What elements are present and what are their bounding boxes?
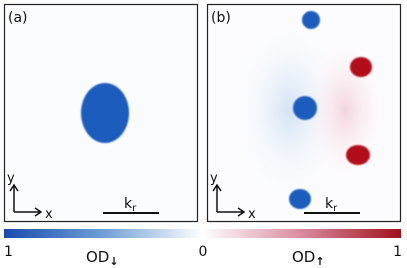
scale-main: k (325, 196, 334, 212)
cloud (293, 96, 317, 120)
title-sub: ↑ (315, 255, 324, 268)
colorbar-title: OD↑ (292, 248, 325, 268)
panel-b: (b) y x kr (206, 3, 402, 223)
x-axis-label: x (45, 207, 53, 222)
title-main: OD (86, 248, 109, 266)
scale-bar-label: kr (325, 196, 338, 214)
cloud (81, 83, 129, 143)
colorbar-title: OD↓ (86, 248, 119, 268)
scale-bar-label: kr (124, 196, 137, 214)
title-sub: ↓ (109, 255, 118, 268)
scale-main: k (124, 196, 133, 212)
colorbar (4, 229, 401, 238)
cloud (289, 189, 311, 209)
panel-label: (a) (8, 10, 28, 26)
colorbar-tick: 0 (199, 244, 208, 260)
x-axis-label: x (248, 207, 256, 222)
panel-label: (b) (211, 10, 231, 26)
cloud (350, 57, 372, 77)
y-axis-label: y (7, 171, 15, 186)
colorbar-tick: 1 (4, 244, 13, 260)
scale-sub: r (333, 203, 338, 214)
axes-arrows (212, 183, 246, 217)
axes-arrows (9, 183, 43, 217)
cloud (346, 145, 370, 165)
colorbar-tick: 1 (393, 244, 402, 260)
scale-sub: r (132, 203, 137, 214)
y-axis-label: y (210, 171, 218, 186)
title-main: OD (292, 248, 315, 266)
cloud (302, 11, 320, 29)
panel-a: (a) y x kr (3, 3, 199, 223)
